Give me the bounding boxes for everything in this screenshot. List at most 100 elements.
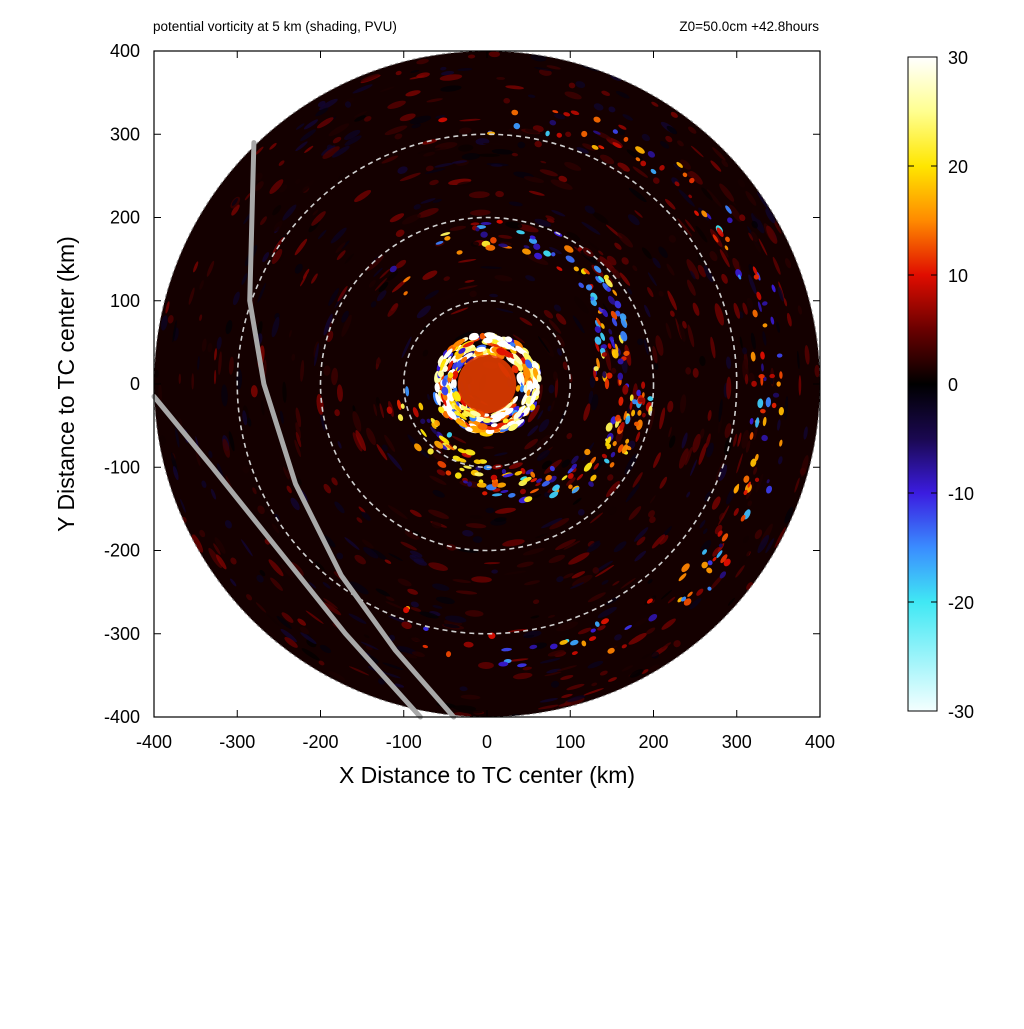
pv-filament	[384, 672, 401, 679]
pv-cell	[457, 457, 467, 463]
pv-filament	[314, 561, 325, 571]
pv-cell	[418, 402, 424, 411]
pv-filament	[679, 394, 687, 414]
pv-filament	[213, 543, 221, 555]
pv-filament	[651, 651, 660, 659]
pv-filament	[619, 272, 631, 286]
pv-cell	[617, 372, 624, 381]
pv-cell	[725, 236, 730, 243]
pv-filament	[717, 414, 723, 434]
pv-filament	[300, 129, 316, 142]
pv-filament	[172, 320, 177, 343]
pv-cell	[694, 210, 699, 216]
pv-cell	[779, 439, 783, 447]
pv-filament	[667, 596, 676, 604]
pv-filament	[429, 475, 447, 485]
pv-cell	[563, 112, 571, 117]
pv-filament	[727, 597, 735, 606]
pv-cell	[405, 386, 410, 397]
eyewall-cell	[533, 379, 539, 389]
pv-cell	[576, 473, 584, 481]
pv-filament	[615, 430, 624, 443]
pv-filament	[260, 400, 265, 416]
pv-cell	[776, 381, 781, 387]
pv-filament	[323, 313, 333, 336]
pv-filament	[336, 250, 346, 261]
pv-filament	[379, 403, 385, 419]
pv-filament	[665, 322, 672, 339]
pv-filament	[632, 472, 643, 488]
pv-filament	[461, 153, 480, 160]
pv-filament	[728, 204, 742, 222]
eyewall-cell	[442, 405, 447, 413]
pv-filament	[422, 349, 429, 357]
pv-filament	[563, 540, 581, 550]
pv-filament	[295, 431, 302, 448]
pv-filament	[230, 557, 237, 565]
pv-filament	[744, 373, 749, 385]
pv-filament	[660, 589, 673, 600]
pv-cell	[498, 243, 508, 248]
pv-filament	[352, 405, 356, 413]
pv-filament	[455, 590, 478, 595]
pv-filament	[715, 461, 724, 483]
pv-filament	[469, 209, 491, 216]
pv-cell	[609, 462, 615, 468]
pv-filament	[282, 466, 290, 480]
pv-filament	[546, 668, 562, 674]
pv-filament	[231, 204, 240, 216]
pv-filament	[385, 601, 404, 610]
pv-filament	[311, 211, 326, 226]
pv-cell	[779, 371, 783, 379]
pv-filament	[373, 267, 383, 277]
pv-filament	[373, 403, 378, 417]
pv-filament	[704, 491, 711, 502]
pv-cell	[529, 235, 536, 240]
pv-filament	[199, 529, 206, 538]
pv-cell	[610, 451, 616, 458]
eyewall-cell	[442, 378, 447, 387]
pv-cell	[716, 227, 724, 237]
pv-cell	[778, 406, 784, 416]
pv-cell	[743, 475, 750, 483]
pv-cell	[601, 352, 608, 357]
pv-filament	[654, 362, 659, 370]
pv-filament	[765, 208, 776, 224]
pv-filament	[322, 146, 340, 159]
pv-filament	[268, 559, 284, 577]
pv-filament	[697, 254, 704, 264]
pv-filament	[666, 125, 678, 135]
pv-filament	[301, 648, 320, 661]
pv-cell	[683, 598, 692, 606]
pv-cell	[588, 636, 597, 642]
pv-filament	[670, 111, 678, 118]
eyewall-cell	[443, 403, 450, 412]
eyewall-cell	[440, 393, 447, 407]
pv-filament	[589, 512, 604, 524]
pv-filament	[257, 282, 266, 303]
pv-filament	[649, 408, 655, 431]
x-tick-label: 300	[722, 732, 752, 752]
pv-cell	[604, 278, 613, 288]
pv-cell	[593, 116, 601, 123]
pv-filament	[643, 338, 649, 355]
pv-filament	[527, 254, 549, 266]
pv-cell	[536, 478, 543, 483]
pv-filament	[502, 539, 525, 547]
pv-filament	[323, 365, 331, 376]
pv-filament	[435, 292, 457, 303]
pv-cell	[561, 475, 568, 481]
pv-filament	[323, 598, 338, 609]
pv-filament	[512, 334, 525, 344]
pv-filament	[467, 54, 476, 59]
eyewall-cell	[523, 366, 531, 379]
pv-filament	[733, 302, 741, 319]
pv-cell	[727, 217, 733, 224]
pv-cell	[712, 556, 717, 562]
pv-filament	[571, 571, 586, 579]
pv-cell	[584, 448, 591, 456]
pv-filament	[548, 319, 562, 334]
pv-filament	[214, 348, 217, 361]
pv-filament	[303, 119, 319, 130]
eyewall-cell	[486, 426, 501, 430]
